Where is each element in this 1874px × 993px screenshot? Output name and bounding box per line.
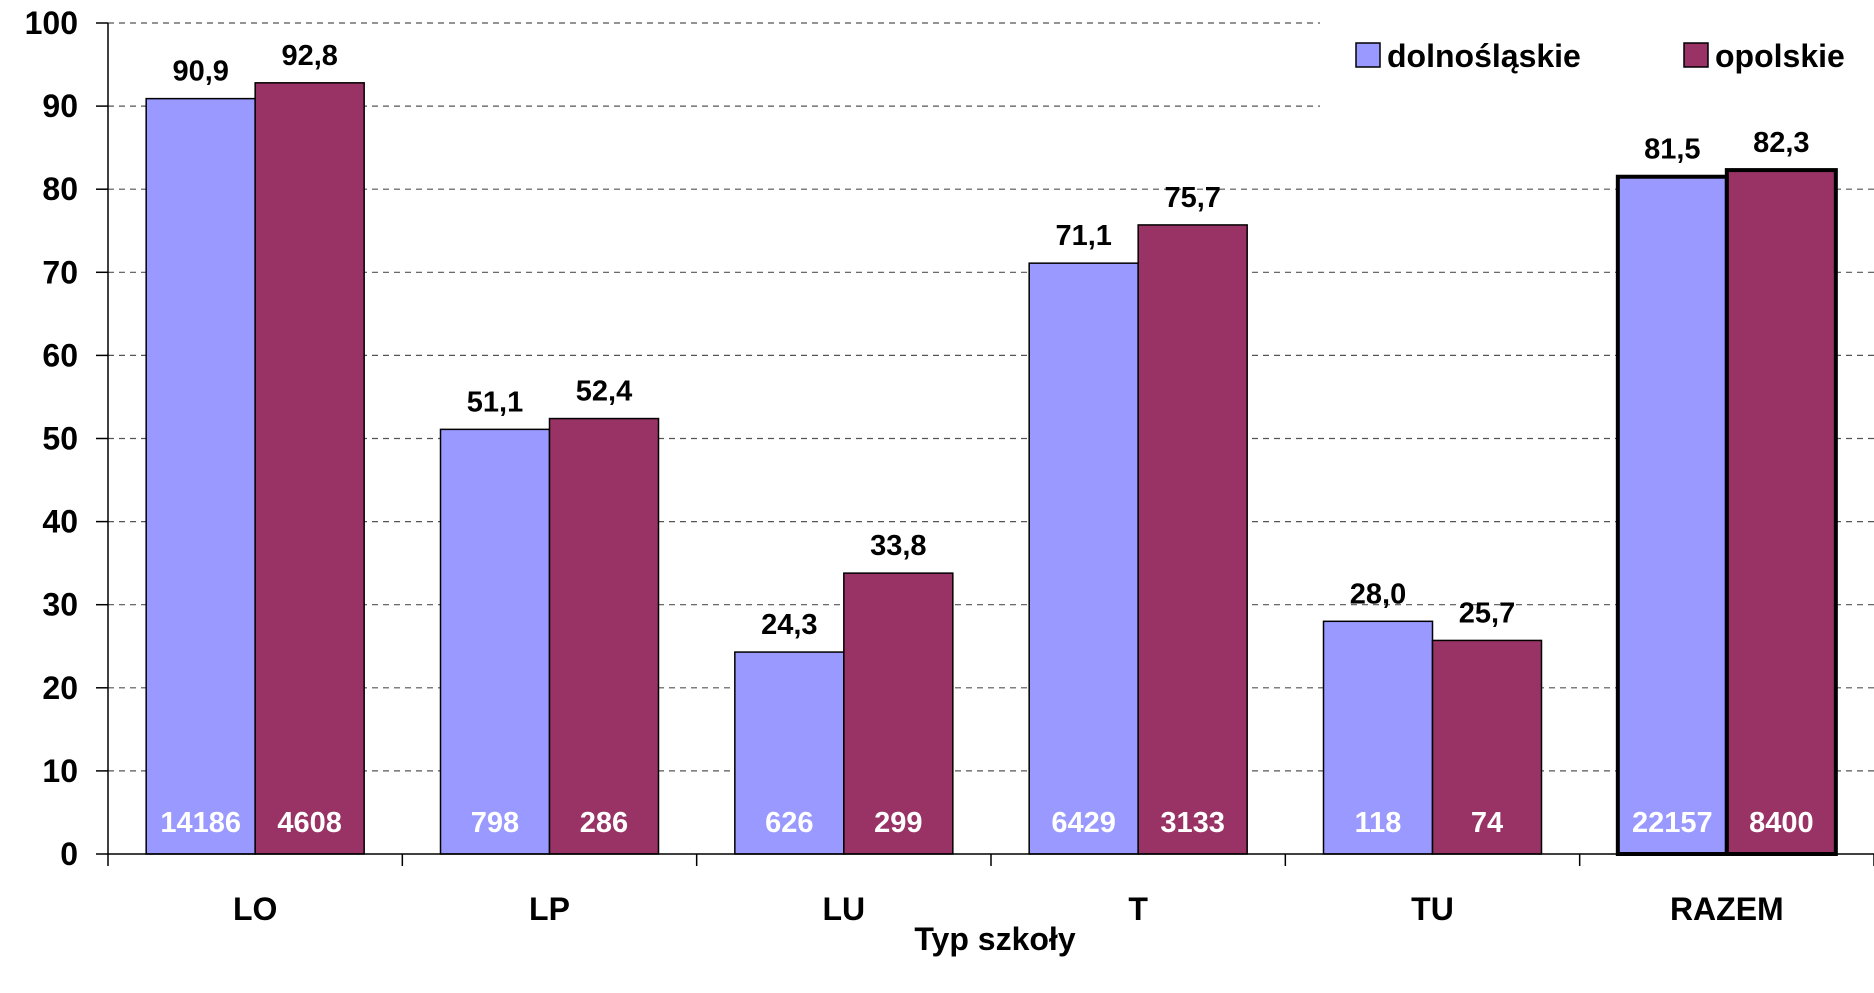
count-label: 286 [580,807,628,839]
bar [1028,262,1139,855]
bars [145,82,1838,857]
bar [439,428,551,855]
y-tick-label: 70 [42,254,78,290]
count-label: 4608 [277,807,342,839]
x-tick-label: LP [529,891,570,927]
bar [1615,174,1729,857]
legend-label: dolnośląskie [1387,38,1581,74]
count-label: 74 [1471,807,1503,839]
x-tick-label: LO [233,891,277,927]
y-tick-label: 0 [60,836,78,872]
value-label: 92,8 [281,40,337,72]
count-label: 798 [471,807,519,839]
count-label: 8400 [1749,807,1814,839]
bar [1431,639,1543,855]
value-label: 51,1 [467,386,523,418]
bar [1137,224,1248,855]
gridlines [108,22,1874,772]
legend-label: opolskie [1715,38,1845,74]
bar [145,97,256,855]
value-label: 33,8 [870,530,926,562]
legend: dolnośląskie opolskie [1355,38,1845,74]
y-tick-label: 40 [42,504,78,540]
count-label: 14186 [160,807,241,839]
value-label: 75,7 [1164,182,1220,214]
y-tick-label: 80 [42,171,78,207]
y-tick-label: 50 [42,421,78,457]
legend-swatch [1683,42,1709,68]
value-label: 28,0 [1350,578,1406,610]
bar [1322,620,1434,855]
legend-swatch [1355,42,1381,68]
bar [254,82,365,855]
count-label: 299 [874,807,922,839]
y-tick-label: 10 [42,753,78,789]
axes [96,22,1874,866]
x-axis-ticks: LO LP LU T TU RAZEM [233,891,1784,927]
value-label: 52,4 [576,376,632,408]
count-label: 22157 [1632,807,1713,839]
count-label: 3133 [1160,807,1225,839]
y-tick-label: 90 [42,88,78,124]
x-tick-label: RAZEM [1670,891,1784,927]
value-label: 25,7 [1459,597,1515,629]
count-label: 6429 [1051,807,1116,839]
count-label: 626 [765,807,813,839]
y-tick-label: 100 [25,5,78,41]
value-label: 71,1 [1055,220,1111,252]
x-axis-title: Typ szkoły [914,921,1075,957]
value-label: 82,3 [1753,127,1809,159]
value-label: 81,5 [1644,134,1700,166]
x-tick-label: T [1128,891,1148,927]
count-label: 118 [1355,807,1402,839]
y-axis-ticks: 0 10 20 30 40 50 60 70 80 90 100 [25,5,78,872]
y-tick-label: 60 [42,337,78,373]
bar-labels: 90,9 14186 92,8 4608 51,1 798 52,4 286 24,3 626 33… [160,40,1813,839]
bar [1724,168,1838,857]
y-tick-label: 30 [42,587,78,623]
value-label: 90,9 [172,56,228,88]
value-label: 24,3 [761,609,817,641]
y-tick-label: 20 [42,670,78,706]
x-tick-label: TU [1411,891,1454,927]
x-tick-label: LU [823,891,866,927]
bar [548,417,660,855]
bar [734,651,845,855]
